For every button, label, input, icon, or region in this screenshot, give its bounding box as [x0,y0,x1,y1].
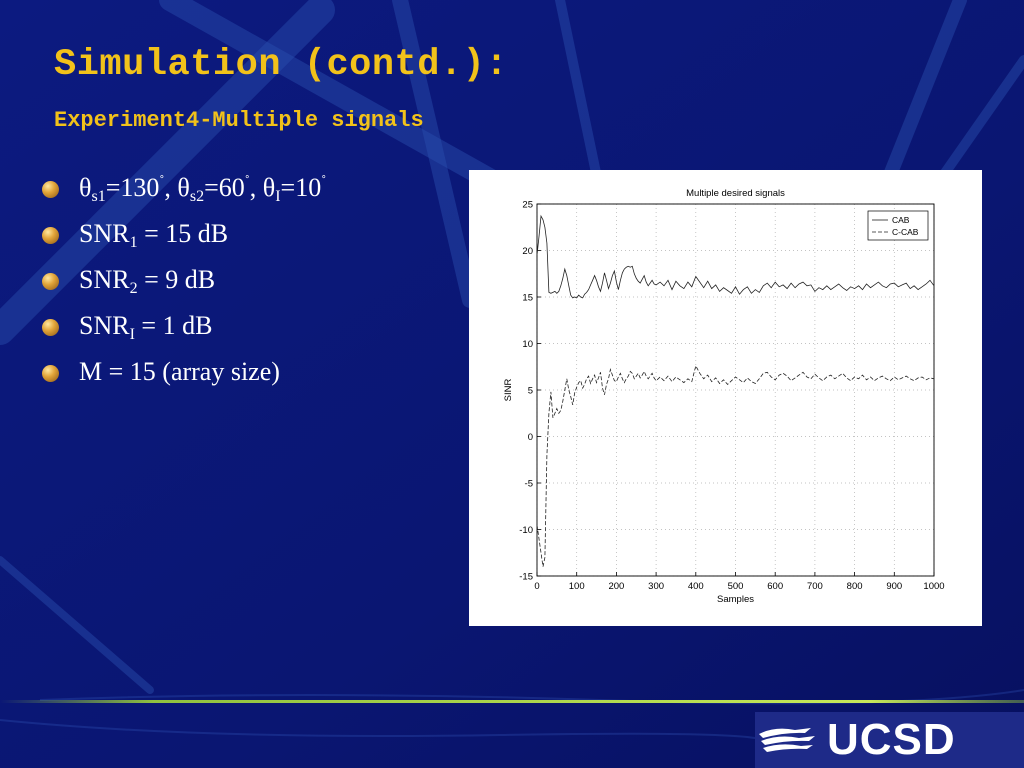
list-item: SNRI = 1 dB [42,306,326,352]
bullet-icon [42,319,59,336]
subscript: 2 [129,280,138,297]
x-tick-label: 200 [608,581,624,592]
chart-panel: 0 100 200 300 400 500 600 700 800 900 1000 -15 -10 -5… [469,170,982,626]
y-tick-label: 15 [522,293,533,304]
y-tick-label: 0 [528,432,533,443]
theta-symbol: θ [262,173,276,202]
chart-title: Multiple desired signals [686,188,785,199]
bullet-icon [42,181,59,198]
parameter-list: θs1=130˚, θs2=60˚, θI=10˚ SNR1 = 15 dB S… [42,168,326,398]
separator: , [164,173,178,202]
bullet-icon [42,227,59,244]
y-axis-label: SINR [503,379,514,402]
sinr-chart: 0 100 200 300 400 500 600 700 800 900 1000-15-10-5… [503,188,945,605]
subscript: I [129,326,135,343]
y-tick-label: -5 [525,479,533,490]
logo-text: UCSD [827,715,956,764]
x-axis-label: Samples [717,594,754,605]
x-tick-label: 100 [569,581,585,592]
angles-text: θs1=130˚, θs2=60˚, θI=10˚ [79,168,326,208]
bullet-icon [42,365,59,382]
degree-symbol: ˚ [244,174,250,190]
degree-symbol: ˚ [159,174,165,190]
snri-text: SNRI = 1 dB [79,306,212,346]
theta-symbol: θ [79,173,92,202]
x-tick-label: 900 [886,581,902,592]
snr-label: SNR [79,311,130,340]
angle-i-value: =10 [280,173,322,202]
snri-value: = 1 dB [134,311,213,340]
page-subtitle: Experiment4-Multiple signals [54,108,424,133]
x-tick-label: 400 [688,581,704,592]
x-tick-label: 500 [728,581,744,592]
snr1-text: SNR1 = 15 dB [79,214,228,254]
x-tick-label: 700 [807,581,823,592]
legend-label: CAB [892,215,910,225]
series-line-c-cab [536,364,935,567]
subscript-i: I [275,188,281,205]
degree-symbol: ˚ [321,174,327,190]
subscript: 1 [129,234,138,251]
trident-wave-icon [759,728,815,752]
angle-s1-value: =130 [105,173,160,202]
array-size-text: M = 15 (array size) [79,357,280,386]
y-tick-label: 5 [528,386,533,397]
series-line-cab [536,214,935,299]
x-tick-label: 800 [847,581,863,592]
list-item: SNR2 = 9 dB [42,260,326,306]
footer-divider [0,700,1024,703]
y-tick-label: -10 [519,525,533,536]
separator: , [249,173,263,202]
subscript-s2: s2 [189,188,205,205]
x-tick-label: 0 [534,581,539,592]
y-tick-label: -15 [519,572,533,583]
x-tick-label: 600 [767,581,783,592]
subscript-s1: s1 [91,188,106,205]
legend-label: C-CAB [892,227,919,237]
snr1-value: = 15 dB [137,219,229,248]
snr-label: SNR [79,219,130,248]
legend-box [867,210,929,241]
snr2-value: = 9 dB [137,265,216,294]
angle-s2-value: =60 [204,173,245,202]
ucsd-logo: UCSD [755,712,1024,768]
snr2-text: SNR2 = 9 dB [79,260,215,300]
page-title: Simulation (contd.): [54,44,509,86]
x-tick-label: 300 [648,581,664,592]
theta-symbol: θ [177,173,190,202]
snr-label: SNR [79,265,130,294]
list-item: θs1=130˚, θs2=60˚, θI=10˚ [42,168,326,214]
bullet-icon [42,273,59,290]
list-item: M = 15 (array size) [42,352,326,398]
y-tick-label: 10 [522,339,533,350]
x-tick-label: 1000 [923,581,944,592]
list-item: SNR1 = 15 dB [42,214,326,260]
y-tick-label: 20 [522,246,533,257]
y-tick-label: 25 [522,200,533,211]
